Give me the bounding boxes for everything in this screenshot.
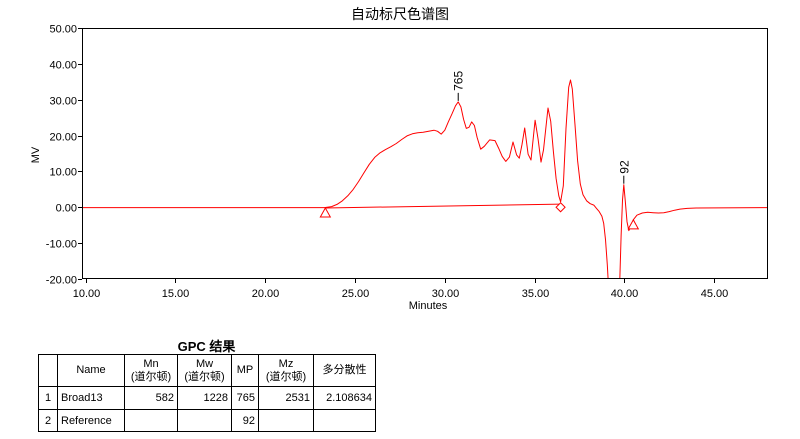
y-tick-label: 0.00 — [56, 203, 77, 215]
header-index — [38, 354, 58, 387]
results-title: GPC 结果 — [177, 339, 236, 354]
y-tick-label: 30.00 — [49, 96, 77, 108]
header-mp-label: MP — [236, 364, 254, 376]
axes-layer: 50.00 40.00 30.00 20.00 10.00 0.00 -10.00 -20.0… — [46, 24, 728, 301]
x-tick-label: 40.00 — [611, 288, 639, 300]
peak-label: 765 — [452, 71, 466, 91]
peak-boundary-triangle-marker — [319, 206, 332, 218]
header-mz-label: Mz — [278, 357, 294, 370]
header-polydispersity: 多分散性 — [313, 354, 376, 387]
table-header-row: Name Mn (道尔顿) Mw (道尔顿) MP Mz (道尔顿) 多分散性 — [38, 354, 376, 387]
gpc-chromatogram-chart: 自动标尺色谱图 50.00 40.00 30.00 20.00 10.00 0.00 -10… — [30, 6, 768, 312]
cell-polydispersity: 2.108634 — [313, 386, 376, 410]
header-name-label: Name — [76, 364, 106, 376]
cell-mn — [124, 409, 178, 432]
marks-layer: 765 92 — [319, 71, 640, 230]
cell-index: 1 — [38, 386, 58, 410]
header-mw: Mw (道尔顿) — [177, 354, 232, 387]
header-mw-label: Mw — [195, 357, 214, 370]
integration-baseline — [325, 203, 561, 209]
cell-mp: 92 — [231, 409, 259, 432]
x-axis-label: Minutes — [409, 300, 448, 312]
peak-boundary-triangle-marker — [627, 218, 640, 230]
peak-label: 92 — [617, 160, 631, 174]
header-mw-unit: (道尔顿) — [184, 370, 225, 383]
y-tick-label: 50.00 — [49, 24, 77, 36]
cell-name: Reference — [57, 409, 125, 432]
cell-mp: 765 — [231, 386, 259, 410]
y-tick-label: 20.00 — [49, 132, 77, 144]
header-mz: Mz (道尔顿) — [258, 354, 314, 387]
plot-area-border — [82, 28, 768, 279]
x-tick-label: 30.00 — [432, 288, 460, 300]
y-tick-label: 10.00 — [49, 167, 77, 179]
cell-name: Broad13 — [57, 386, 125, 410]
peak-boundary-diamond-marker — [555, 202, 566, 213]
y-tick-label: -10.00 — [46, 239, 77, 251]
table-row: 2 Reference 92 — [38, 409, 376, 432]
cell-mn: 582 — [124, 386, 178, 410]
header-name: Name — [57, 354, 125, 387]
gpc-results-table: Name Mn (道尔顿) Mw (道尔顿) MP Mz (道尔顿) 多分散性 1 B… — [38, 354, 376, 432]
cell-mz: 2531 — [258, 386, 314, 410]
table-row: 1 Broad13 582 1228 765 2531 2.108634 — [38, 386, 376, 410]
x-tick-label: 10.00 — [73, 288, 101, 300]
x-tick-label: 35.00 — [522, 288, 550, 300]
y-tick-label: -20.00 — [46, 275, 77, 287]
y-axis-label: MV — [30, 146, 42, 163]
header-mn-label: Mn — [143, 357, 159, 370]
cell-polydispersity — [313, 409, 376, 432]
header-mp: MP — [231, 354, 259, 387]
x-tick-label: 45.00 — [701, 288, 729, 300]
header-mn: Mn (道尔顿) — [124, 354, 178, 387]
header-polydispersity-label: 多分散性 — [322, 364, 367, 376]
cell-mw: 1228 — [177, 386, 232, 410]
cell-mw — [177, 409, 232, 432]
cell-index: 2 — [38, 409, 58, 432]
signal-line — [82, 79, 768, 279]
x-tick-label: 25.00 — [342, 288, 370, 300]
plot-layer — [82, 79, 768, 279]
x-tick-label: 15.00 — [162, 288, 190, 300]
x-tick-label: 20.00 — [252, 288, 280, 300]
chart-title: 自动标尺色谱图 — [351, 6, 449, 22]
y-tick-label: 40.00 — [49, 60, 77, 72]
header-mn-unit: (道尔顿) — [130, 370, 172, 383]
cell-mz — [258, 409, 314, 432]
header-mz-unit: (道尔顿) — [265, 370, 307, 383]
